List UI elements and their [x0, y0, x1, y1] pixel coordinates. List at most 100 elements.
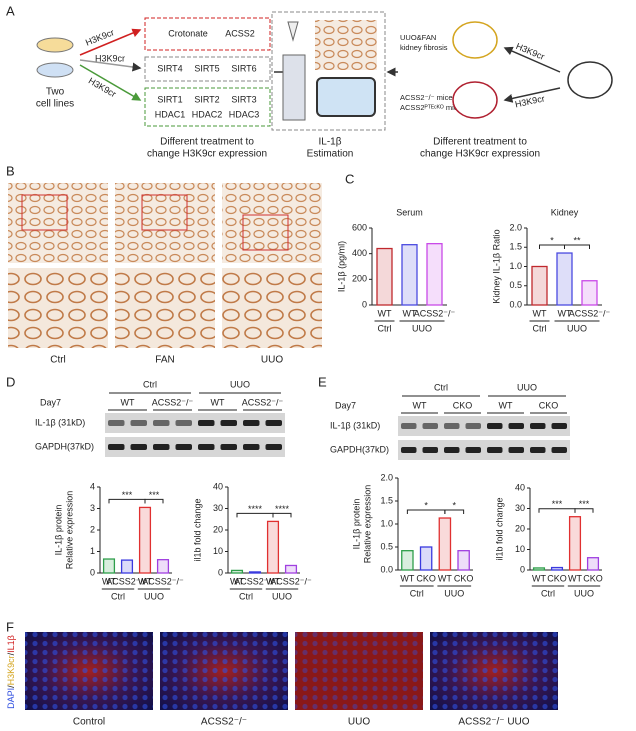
- x-tick-label: ACSS2⁻/⁻: [414, 308, 456, 318]
- inset-box: [21, 194, 68, 231]
- lane-label: ACSS2⁻/⁻: [242, 397, 284, 407]
- bar: [568, 516, 582, 571]
- arrow: [503, 87, 561, 103]
- x-tick-label: ACSS2⁻/⁻: [106, 576, 148, 586]
- group-label: UUO: [144, 591, 164, 601]
- blot-image: [105, 413, 285, 433]
- y-tick-label: 40: [515, 482, 525, 492]
- bar: [230, 569, 244, 574]
- band: [265, 420, 282, 426]
- group-label: Ctrl: [111, 591, 125, 601]
- row-label: GAPDH(37kD): [35, 441, 94, 451]
- y-tick-label: 10: [515, 544, 525, 554]
- significance-bracket: [272, 512, 292, 518]
- significance-label: ****: [275, 504, 290, 514]
- group-label: UUO: [272, 591, 292, 601]
- band: [265, 444, 282, 450]
- significance-bracket: [406, 509, 446, 515]
- y-axis-label: IL-1β protein: [53, 505, 63, 556]
- image: [222, 183, 322, 263]
- mouse: [567, 61, 613, 99]
- bar: [438, 517, 452, 571]
- image: [222, 268, 322, 348]
- y-axis-label: il1b fold change: [494, 497, 504, 560]
- significance-label: ***: [552, 499, 563, 509]
- y-tick-label: 10: [213, 546, 223, 556]
- y-axis-label: IL-1β (pg/ml): [336, 241, 346, 292]
- significance-bracket: [444, 509, 465, 515]
- x-tick-label: WT: [438, 573, 452, 583]
- box-text: SIRT4: [157, 63, 182, 73]
- histology: Ctrl FAN UUO: [8, 183, 322, 366]
- box: [271, 11, 386, 131]
- box-text: Crotonate: [168, 28, 208, 38]
- group-label: Ctrl: [143, 379, 157, 389]
- image-label: UUO: [348, 717, 370, 728]
- band: [153, 420, 170, 426]
- band: [401, 423, 417, 429]
- x-tick-label: WT: [230, 576, 244, 586]
- significance-bracket: [538, 508, 576, 513]
- box: [144, 17, 271, 51]
- box-text: HDAC1: [155, 109, 186, 119]
- arrow-label: H3K9cr: [84, 27, 116, 48]
- panel-label: F: [6, 619, 14, 634]
- caption: IL-1β: [319, 137, 342, 148]
- band: [108, 444, 125, 450]
- y-tick-label: 4: [90, 481, 95, 491]
- y-tick-label: 0: [520, 564, 525, 574]
- y-tick-label: 600: [352, 222, 367, 232]
- tube: [287, 21, 299, 42]
- note: ACSS2ᴾᵀᴱᶜᴷᴼ mice: [400, 103, 462, 112]
- note: kidney fibrosis: [400, 43, 448, 52]
- band: [130, 444, 147, 450]
- image-label: ACSS2⁻/⁻ UUO: [458, 717, 529, 728]
- cells-label: cell lines: [36, 99, 74, 110]
- inset-box: [242, 214, 289, 251]
- row-label: IL-1β (31kD): [330, 420, 380, 430]
- box: [144, 56, 271, 82]
- image: [115, 268, 215, 348]
- note: UUO&FAN: [400, 33, 436, 42]
- bar: [284, 564, 298, 574]
- image: [8, 268, 108, 348]
- gel: [282, 54, 306, 121]
- x-tick-label: WT: [102, 576, 116, 586]
- note: ACSS2⁻/⁻ mice: [400, 93, 453, 102]
- y-tick-label: 1.5: [380, 495, 393, 505]
- bar: [266, 520, 280, 574]
- arrow: [503, 46, 561, 73]
- bar: [401, 244, 418, 306]
- y-tick-label: 2: [90, 524, 95, 534]
- y-axis-label: IL-1β protein: [351, 499, 361, 550]
- chart-title: Serum: [396, 207, 423, 217]
- row-label: GAPDH(37kD): [330, 444, 389, 454]
- y-tick-label: 40: [213, 481, 223, 491]
- group-label: Ctrl: [239, 591, 253, 601]
- significance-bracket: [144, 498, 164, 504]
- y-tick-label: 0.5: [380, 541, 393, 551]
- fluorescence: DAPI/H3K9cr/IL1β Control ACSS2⁻/⁻ UUO AC…: [6, 632, 558, 728]
- y-tick-label: 30: [515, 503, 525, 513]
- y-tick-label: 1.5: [509, 242, 522, 252]
- band: [243, 420, 260, 426]
- x-tick-label: WT: [558, 308, 572, 318]
- box-text: HDAC2: [192, 109, 223, 119]
- bar: [457, 550, 470, 571]
- group-label: Ctrl: [378, 323, 392, 333]
- y-tick-label: 2.0: [509, 222, 522, 232]
- arrow: [79, 64, 142, 101]
- bar: [376, 247, 393, 306]
- bar: [532, 567, 546, 571]
- stain-label: DAPI/H3K9cr/IL1β: [6, 635, 16, 709]
- bar: [531, 265, 548, 306]
- box-text: SIRT3: [231, 94, 256, 104]
- bar: [419, 546, 433, 571]
- group-label: UUO: [444, 588, 464, 598]
- band: [108, 420, 125, 426]
- y-tick-label: 0.0: [509, 299, 522, 309]
- lane-label: WT: [499, 400, 513, 410]
- box-text: HDAC3: [229, 109, 260, 119]
- blot-image: [398, 440, 570, 460]
- stain: DAPI: [6, 688, 16, 709]
